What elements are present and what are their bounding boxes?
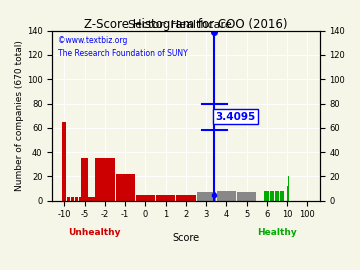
Bar	[136, 195, 155, 201]
Bar	[237, 192, 256, 201]
Title: Z-Score Histogram for COO (2016): Z-Score Histogram for COO (2016)	[84, 18, 288, 31]
Bar	[270, 191, 274, 201]
Bar	[81, 158, 88, 201]
Bar	[176, 195, 195, 201]
Text: Sector: Healthcare: Sector: Healthcare	[128, 20, 232, 30]
Text: 3.4095: 3.4095	[215, 112, 256, 122]
Bar	[67, 197, 70, 201]
Text: ©www.textbiz.org: ©www.textbiz.org	[58, 36, 127, 45]
Bar	[116, 174, 135, 201]
Text: Unhealthy: Unhealthy	[68, 228, 121, 237]
Bar	[265, 191, 269, 201]
Bar	[75, 197, 78, 201]
Bar	[280, 191, 284, 201]
Bar	[95, 158, 114, 201]
Y-axis label: Number of companies (670 total): Number of companies (670 total)	[15, 40, 24, 191]
Text: The Research Foundation of SUNY: The Research Foundation of SUNY	[58, 49, 187, 58]
Bar	[79, 197, 82, 201]
Bar	[88, 197, 95, 201]
Bar	[95, 197, 102, 201]
X-axis label: Score: Score	[172, 233, 199, 243]
Bar	[197, 192, 216, 201]
Bar	[217, 191, 236, 201]
Bar	[71, 197, 75, 201]
Bar	[275, 191, 279, 201]
Bar	[63, 122, 66, 201]
Text: Healthy: Healthy	[257, 228, 297, 237]
Bar	[156, 195, 175, 201]
